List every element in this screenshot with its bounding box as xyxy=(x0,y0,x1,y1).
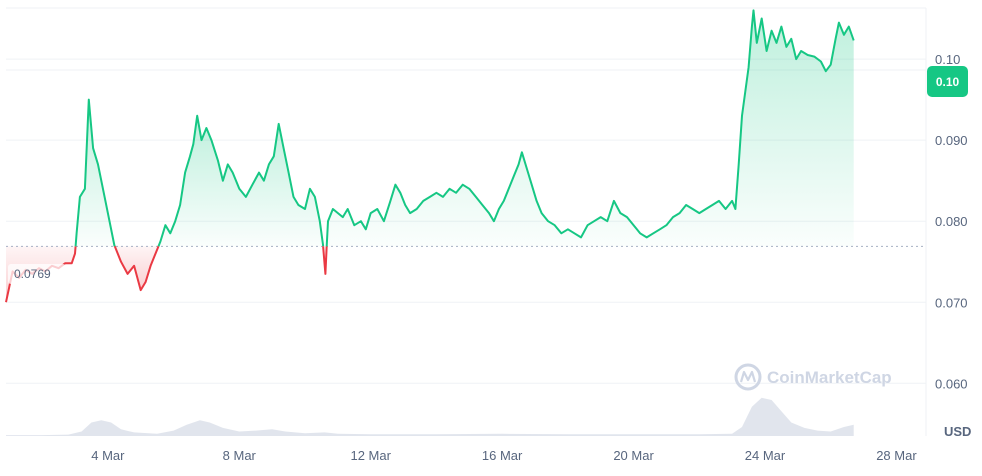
volume-bars xyxy=(6,397,854,436)
x-tick-label: 24 Mar xyxy=(745,448,786,463)
x-tick-label: 20 Mar xyxy=(613,448,654,463)
area-below-reference xyxy=(6,246,76,303)
price-line-up xyxy=(325,9,855,247)
coinmarketcap-logo-icon xyxy=(734,363,762,391)
y-tick-label: 0.070 xyxy=(935,295,968,310)
price-line-up xyxy=(157,114,325,247)
price-lines xyxy=(5,9,855,303)
current-price-badge: 0.10 xyxy=(927,66,968,97)
watermark-text: CoinMarketCap xyxy=(767,368,892,387)
current-price-label: 0.10 xyxy=(936,75,960,89)
price-line-down xyxy=(113,245,160,292)
coinmarketcap-logo-mark xyxy=(739,370,757,383)
currency-label: USD xyxy=(944,424,971,439)
area-above-reference xyxy=(158,115,324,247)
reference-badge: 0.0769 xyxy=(8,264,66,284)
y-tick-label: 0.060 xyxy=(935,376,968,391)
x-tick-label: 4 Mar xyxy=(91,448,125,463)
price-area xyxy=(6,10,854,303)
volume-area xyxy=(6,397,854,436)
price-line-up xyxy=(74,98,116,247)
y-tick-label: 0.090 xyxy=(935,133,968,148)
area-above-reference xyxy=(326,10,854,247)
x-tick-label: 16 Mar xyxy=(482,448,523,463)
watermark: CoinMarketCap xyxy=(734,363,892,391)
area-below-reference xyxy=(114,246,159,291)
y-tick-label: 0.080 xyxy=(935,214,968,229)
price-line-down xyxy=(322,246,328,275)
x-tick-label: 28 Mar xyxy=(876,448,917,463)
reference-price-label: 0.0769 xyxy=(14,267,51,281)
x-tick-label: 12 Mar xyxy=(350,448,391,463)
y-axis: 0.060 0.070 0.080 0.090 0.10 xyxy=(935,52,968,391)
x-tick-label: 8 Mar xyxy=(223,448,257,463)
area-above-reference xyxy=(75,99,115,247)
x-axis: 4 Mar 8 Mar 12 Mar 16 Mar 20 Mar 24 Mar 28 Mar xyxy=(91,448,917,463)
y-tick-label: 0.10 xyxy=(935,52,960,67)
